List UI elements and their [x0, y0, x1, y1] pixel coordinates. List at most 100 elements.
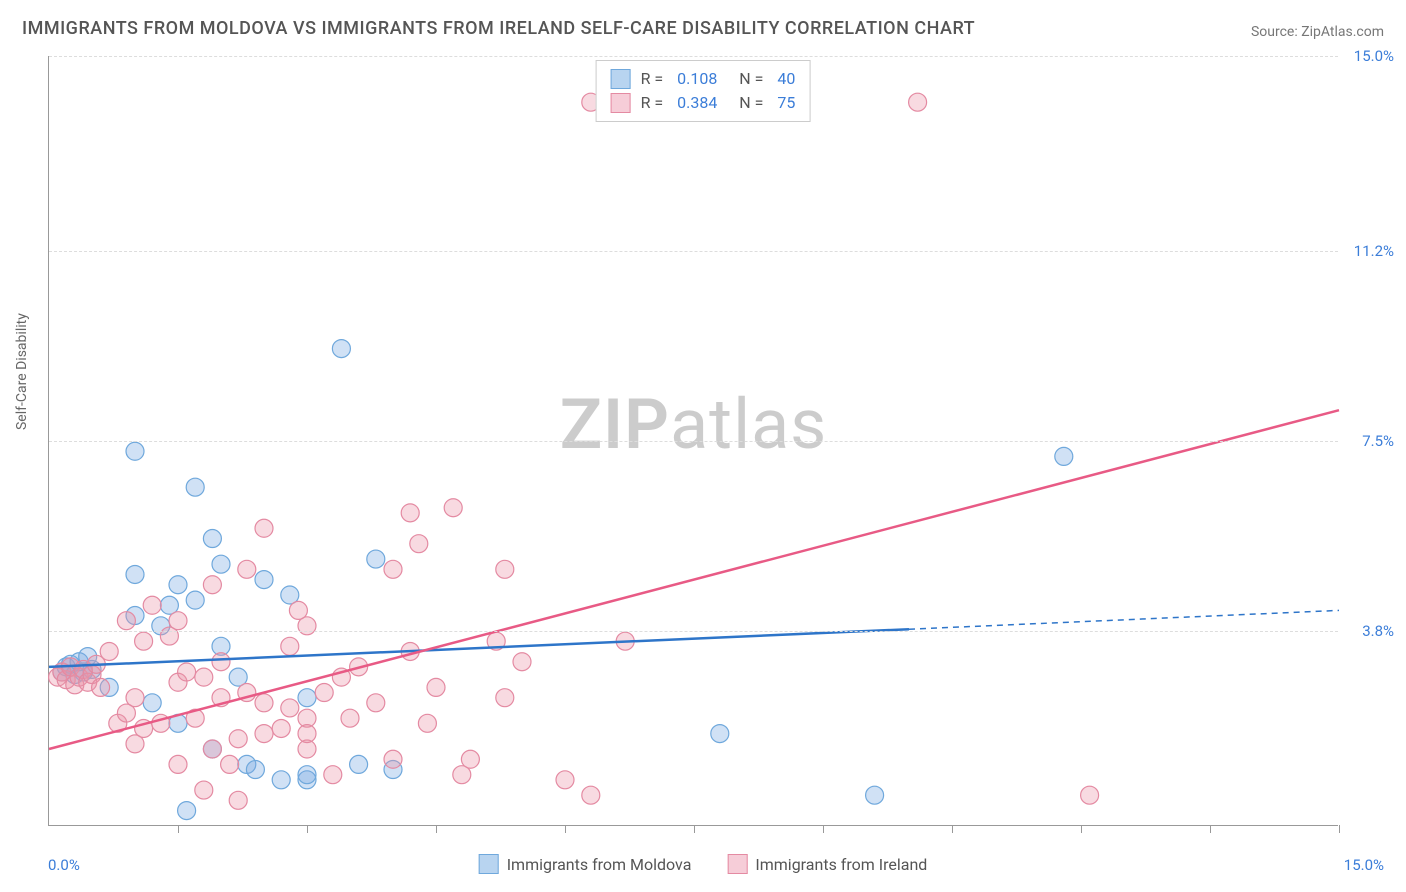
scatter-point: [221, 755, 239, 773]
scatter-point: [1081, 786, 1099, 804]
stat-r-value: 0.108: [677, 67, 717, 91]
scatter-point: [135, 632, 153, 650]
y-tick-label: 7.5%: [1344, 432, 1394, 450]
scatter-point: [281, 637, 299, 655]
x-tick: [952, 825, 953, 833]
scatter-point: [255, 519, 273, 537]
scatter-point: [582, 786, 600, 804]
scatter-point: [410, 535, 428, 553]
scatter-point: [427, 678, 445, 696]
x-axis-max-label: 15.0%: [1344, 856, 1384, 874]
scatter-point: [126, 442, 144, 460]
scatter-point: [195, 668, 213, 686]
chart-title: IMMIGRANTS FROM MOLDOVA VS IMMIGRANTS FR…: [22, 18, 975, 39]
scatter-point: [444, 499, 462, 517]
scatter-point: [556, 771, 574, 789]
scatter-point: [255, 725, 273, 743]
y-tick-label: 11.2%: [1344, 242, 1394, 260]
scatter-point: [332, 340, 350, 358]
scatter-point: [229, 730, 247, 748]
x-tick: [1081, 825, 1082, 833]
x-tick: [823, 825, 824, 833]
y-tick-label: 3.8%: [1344, 622, 1394, 640]
legend-bottom: Immigrants from Moldova Immigrants from I…: [479, 854, 928, 874]
x-axis-min-label: 0.0%: [48, 856, 80, 874]
scatter-point: [203, 576, 221, 594]
scatter-point: [92, 678, 110, 696]
scatter-point: [186, 591, 204, 609]
scatter-point: [461, 750, 479, 768]
gridline: [49, 251, 1338, 252]
legend-swatch: [611, 93, 631, 113]
scatter-point: [324, 766, 342, 784]
legend-swatch: [479, 854, 499, 874]
scatter-point: [496, 689, 514, 707]
stat-r-label: R =: [641, 91, 668, 115]
scatter-point: [238, 560, 256, 578]
scatter-point: [272, 771, 290, 789]
gridline: [49, 441, 1338, 442]
trend-line-solid: [49, 410, 1339, 749]
x-tick: [1339, 825, 1340, 833]
scatter-point: [178, 802, 196, 820]
scatter-point: [186, 478, 204, 496]
scatter-point: [272, 719, 290, 737]
legend-swatch: [727, 854, 747, 874]
scatter-point: [255, 694, 273, 712]
legend-stats: R = 0.108 N = 40R = 0.384 N = 75: [596, 60, 811, 122]
legend-stats-row: R = 0.108 N = 40: [611, 67, 796, 91]
scatter-point: [126, 689, 144, 707]
legend-item: Immigrants from Moldova: [479, 854, 692, 874]
stat-n-value: 75: [777, 91, 795, 115]
scatter-point: [367, 550, 385, 568]
scatter-point: [866, 786, 884, 804]
scatter-point: [100, 642, 118, 660]
scatter-point: [401, 504, 419, 522]
scatter-point: [909, 93, 927, 111]
legend-label: Immigrants from Ireland: [755, 855, 927, 874]
x-tick: [436, 825, 437, 833]
gridline: [49, 631, 1338, 632]
source-attribution: Source: ZipAtlas.com: [1251, 24, 1384, 40]
scatter-point: [384, 750, 402, 768]
scatter-point: [203, 530, 221, 548]
trend-line-dashed: [909, 610, 1339, 629]
scatter-point: [711, 725, 729, 743]
stat-n-label: N =: [727, 91, 767, 115]
scatter-point: [315, 684, 333, 702]
x-tick: [307, 825, 308, 833]
scatter-point: [384, 560, 402, 578]
scatter-point: [281, 699, 299, 717]
scatter-point: [212, 653, 230, 671]
scatter-point: [298, 766, 316, 784]
scatter-point: [298, 689, 316, 707]
x-tick: [694, 825, 695, 833]
x-tick: [565, 825, 566, 833]
scatter-point: [350, 755, 368, 773]
scatter-point: [289, 601, 307, 619]
scatter-point: [496, 560, 514, 578]
scatter-point: [255, 571, 273, 589]
scatter-point: [367, 694, 385, 712]
gridline: [49, 56, 1338, 57]
scatter-point: [1055, 447, 1073, 465]
scatter-point: [195, 781, 213, 799]
scatter-point: [298, 725, 316, 743]
stat-n-value: 40: [777, 67, 795, 91]
scatter-point: [341, 709, 359, 727]
scatter-point: [143, 694, 161, 712]
plot-area: ZIPatlas 3.8%7.5%11.2%15.0%: [48, 56, 1338, 826]
scatter-point: [178, 663, 196, 681]
scatter-point: [169, 576, 187, 594]
scatter-point: [212, 555, 230, 573]
x-tick: [178, 825, 179, 833]
y-tick-label: 15.0%: [1344, 47, 1394, 65]
scatter-point: [126, 565, 144, 583]
stat-r-label: R =: [641, 67, 668, 91]
stat-r-value: 0.384: [677, 91, 717, 115]
scatter-point: [117, 612, 135, 630]
legend-swatch: [611, 69, 631, 89]
scatter-point: [229, 791, 247, 809]
stat-n-label: N =: [727, 67, 767, 91]
legend-label: Immigrants from Moldova: [507, 855, 692, 874]
